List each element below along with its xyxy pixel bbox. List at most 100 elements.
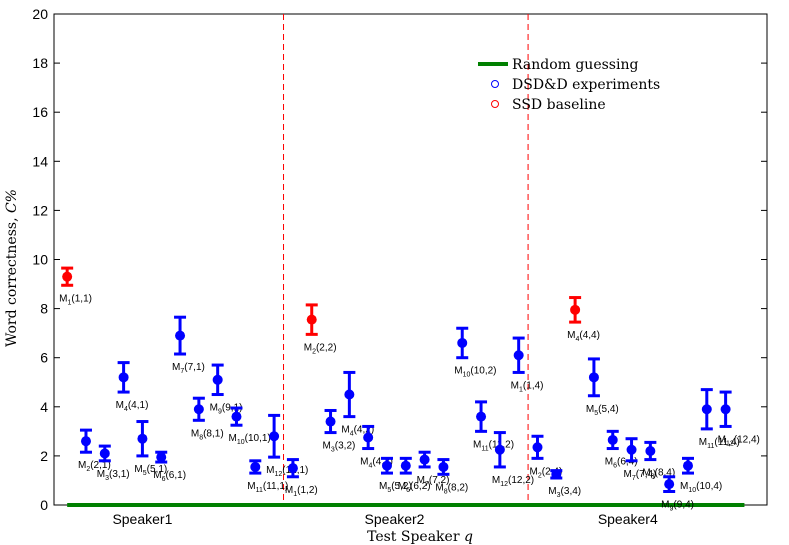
point-label-subscript: 8 [651, 474, 655, 481]
point-label: M7(7,4) [624, 469, 657, 482]
point-label-pair: (8,1) [203, 428, 224, 439]
point-label-subscript: 9 [670, 505, 674, 512]
point-marker [701, 404, 712, 415]
point-marker [231, 411, 242, 422]
point-label-pair: (2,1) [90, 460, 111, 471]
y-axis-label-text: Word correctness, [4, 213, 20, 347]
data-point: M2(2,1) [78, 428, 111, 473]
data-point: M6(6,2) [398, 456, 431, 494]
point-label: M5(5,2) [379, 481, 412, 494]
data-point: M10(10,1) [228, 406, 271, 446]
point-label-pair: (7,4) [636, 469, 657, 480]
point-marker [645, 445, 656, 456]
data-point: M8(8,4) [642, 440, 675, 481]
point-label-subscript: 12 [726, 440, 734, 447]
y-tick-label: 16 [32, 104, 48, 120]
point-label-pair: (10,1) [245, 433, 271, 444]
data-point: M3(3,4) [548, 469, 581, 499]
point-label-pair: (3,2) [335, 441, 356, 452]
point-label-pair: (9,4) [673, 499, 694, 510]
point-marker [626, 444, 637, 455]
point-label: M6(6,1) [153, 470, 186, 483]
point-marker [381, 460, 392, 471]
point-label: M9(9,4) [661, 499, 694, 512]
point-marker [457, 337, 468, 348]
point-marker [513, 350, 524, 361]
point-label-subscript: 4 [350, 431, 354, 438]
point-label-subscript: 8 [444, 488, 448, 495]
data-point: M1(1,2) [285, 458, 318, 498]
point-label-pair: (10,2) [470, 366, 496, 377]
point-label-subscript: 10 [688, 487, 696, 494]
y-tick-label: 12 [32, 202, 48, 218]
point-label-subscript: 2 [312, 348, 316, 355]
point-label-pair: (4,2) [372, 457, 393, 468]
point-label-subscript: 2 [538, 472, 542, 479]
point-label-subscript: 6 [162, 476, 166, 483]
point-label: M11(11,1) [247, 481, 288, 494]
point-label-subscript: 4 [124, 406, 128, 413]
x-axis-label-var: q [464, 529, 473, 545]
point-marker [137, 433, 148, 444]
point-label: M8(8,2) [435, 482, 468, 495]
point-label: M10(10,2) [454, 366, 496, 379]
point-label-subscript: 1 [519, 386, 523, 393]
x-axis-label: Test Speaker q [367, 529, 473, 545]
point-label: M5(5,1) [134, 464, 167, 477]
point-label: M1(1,2) [285, 485, 318, 498]
point-label: M1(1,1) [59, 293, 92, 306]
point-label: M10(10,4) [680, 481, 722, 494]
point-label-subscript: 11 [481, 445, 488, 452]
point-label-pair: (12,4) [734, 434, 760, 445]
point-label-pair: (1,4) [523, 380, 544, 391]
data-point: M8(8,2) [435, 458, 468, 495]
point-marker [250, 461, 261, 472]
point-label-subscript: 1 [293, 491, 297, 498]
point-marker [682, 460, 693, 471]
point-marker [62, 271, 73, 282]
point-marker [532, 442, 543, 453]
point-label-pair: (1,2) [297, 485, 318, 496]
point-marker [156, 452, 167, 463]
point-label-pair: (2,2) [316, 342, 337, 353]
point-label: M4(4,1) [116, 400, 149, 413]
point-label-subscript: 3 [331, 447, 335, 454]
data-point: M4(4,1) [116, 361, 149, 413]
x-axis-label-text: Test Speaker [367, 529, 464, 545]
data-point: M5(5,4) [586, 357, 619, 417]
point-label-pair: (1,1) [71, 293, 92, 304]
point-label: M2(2,1) [78, 460, 111, 473]
point-label-pair: (11,2) [489, 439, 514, 450]
point-marker [476, 411, 487, 422]
point-label-pair: (11,1) [263, 481, 288, 492]
data-point: M11(11,2) [473, 400, 514, 452]
point-marker [607, 434, 618, 445]
point-label-subscript: 3 [105, 475, 109, 482]
data-point: M7(7,4) [624, 437, 657, 482]
point-marker [570, 304, 581, 315]
data-point: M7(7,1) [172, 315, 205, 375]
point-marker [99, 448, 110, 459]
y-tick-label: 14 [32, 153, 48, 169]
point-label-subscript: 4 [369, 463, 373, 470]
point-marker [720, 404, 731, 415]
data-point: M10(10,2) [454, 326, 497, 379]
point-marker [588, 372, 599, 383]
point-marker [212, 374, 223, 385]
data-point: M6(6,1) [153, 450, 186, 483]
point-marker [438, 461, 449, 472]
point-label-subscript: 7 [425, 481, 429, 488]
point-label: M1(1,4) [511, 380, 544, 393]
point-label-pair: (6,1) [165, 470, 186, 481]
point-marker [80, 436, 91, 447]
data-point: M1(1,4) [511, 336, 544, 393]
y-tick-label: 2 [40, 448, 48, 464]
point-label: M5(5,4) [586, 404, 619, 417]
point-marker [325, 416, 336, 427]
data-point: M12(12,4) [718, 390, 760, 447]
point-label-pair: (8,2) [448, 482, 469, 493]
point-label-pair: (4,1) [128, 400, 149, 411]
legend-label: SSD baseline [512, 97, 606, 113]
